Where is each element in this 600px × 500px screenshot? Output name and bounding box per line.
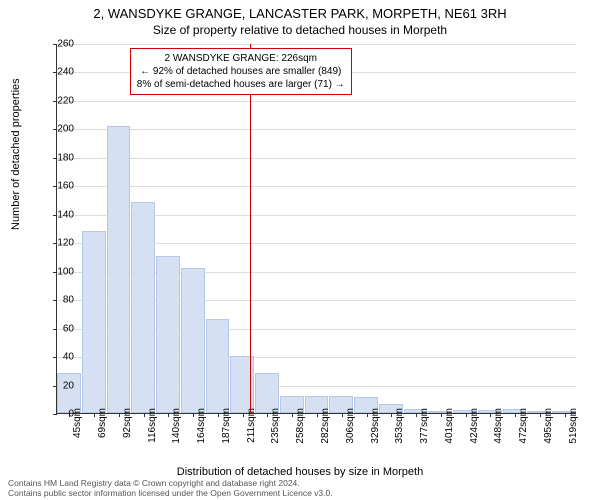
gridline (57, 101, 576, 102)
ytick-label: 260 (44, 39, 74, 50)
xtick-mark (144, 413, 145, 417)
chart-subtitle: Size of property relative to detached ho… (0, 23, 600, 37)
xtick-label: 140sqm (171, 408, 182, 444)
xtick-mark (342, 413, 343, 417)
ytick-label: 200 (44, 124, 74, 135)
annotation-line: ← 92% of detached houses are smaller (84… (137, 65, 345, 78)
ytick-label: 80 (44, 295, 74, 306)
y-axis-label: Number of detached properties (10, 78, 22, 230)
annotation-line: 2 WANSDYKE GRANGE: 226sqm (137, 52, 345, 65)
xtick-mark (490, 413, 491, 417)
xtick-mark (193, 413, 194, 417)
footer-line1: Contains HM Land Registry data © Crown c… (8, 478, 333, 488)
footer-line2: Contains public sector information licen… (8, 488, 333, 498)
xtick-mark (119, 413, 120, 417)
xtick-mark (243, 413, 244, 417)
xtick-label: 472sqm (518, 408, 529, 444)
xtick-label: 187sqm (221, 408, 232, 444)
annotation-line: 8% of semi-detached houses are larger (7… (137, 78, 345, 91)
xtick-mark (416, 413, 417, 417)
ytick-label: 60 (44, 323, 74, 334)
xtick-label: 424sqm (469, 408, 480, 444)
xtick-mark (391, 413, 392, 417)
histogram-bar (206, 319, 230, 413)
xtick-label: 211sqm (246, 408, 257, 443)
xtick-label: 329sqm (370, 408, 381, 444)
gridline (57, 158, 576, 159)
ytick-label: 140 (44, 209, 74, 220)
xtick-label: 116sqm (147, 408, 158, 443)
xtick-mark (367, 413, 368, 417)
plot-region: 45sqm69sqm92sqm116sqm140sqm164sqm187sqm2… (56, 44, 576, 414)
xtick-mark (267, 413, 268, 417)
xtick-label: 282sqm (320, 408, 331, 444)
ytick-label: 180 (44, 152, 74, 163)
ytick-label: 220 (44, 95, 74, 106)
xtick-mark (466, 413, 467, 417)
xtick-label: 377sqm (419, 408, 430, 444)
histogram-bar (156, 256, 180, 413)
reference-line (250, 44, 251, 413)
xtick-mark (94, 413, 95, 417)
x-axis-label: Distribution of detached houses by size … (0, 466, 600, 478)
ytick-label: 120 (44, 238, 74, 249)
xtick-label: 258sqm (295, 408, 306, 444)
gridline (57, 186, 576, 187)
xtick-label: 306sqm (345, 408, 356, 444)
xtick-mark (515, 413, 516, 417)
gridline (57, 129, 576, 130)
xtick-mark (540, 413, 541, 417)
chart-area: 45sqm69sqm92sqm116sqm140sqm164sqm187sqm2… (56, 44, 576, 414)
xtick-mark (168, 413, 169, 417)
footer-attribution: Contains HM Land Registry data © Crown c… (8, 478, 333, 498)
xtick-mark (292, 413, 293, 417)
ytick-label: 100 (44, 266, 74, 277)
histogram-bar (181, 268, 205, 413)
xtick-label: 519sqm (568, 408, 579, 444)
ytick-label: 0 (44, 409, 74, 420)
xtick-label: 495sqm (543, 408, 554, 444)
xtick-mark (317, 413, 318, 417)
ytick-label: 40 (44, 352, 74, 363)
histogram-bar (131, 202, 155, 413)
chart-title: 2, WANSDYKE GRANGE, LANCASTER PARK, MORP… (0, 6, 600, 21)
ytick-label: 20 (44, 380, 74, 391)
xtick-mark (441, 413, 442, 417)
histogram-bar (107, 126, 131, 413)
annotation-callout: 2 WANSDYKE GRANGE: 226sqm← 92% of detach… (130, 48, 352, 95)
xtick-mark (565, 413, 566, 417)
gridline (57, 44, 576, 45)
xtick-mark (218, 413, 219, 417)
histogram-bar (82, 231, 106, 413)
ytick-label: 240 (44, 67, 74, 78)
xtick-label: 448sqm (493, 408, 504, 444)
xtick-label: 353sqm (394, 408, 405, 444)
xtick-label: 401sqm (444, 408, 455, 444)
xtick-label: 164sqm (196, 408, 207, 444)
xtick-label: 235sqm (270, 408, 281, 444)
ytick-label: 160 (44, 181, 74, 192)
